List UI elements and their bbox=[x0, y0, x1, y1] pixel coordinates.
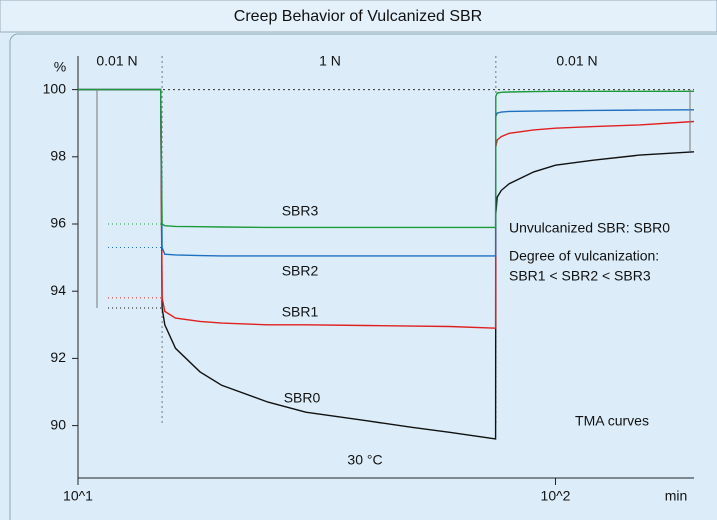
annotation: TMA curves bbox=[575, 413, 649, 429]
y-tick-label: 96 bbox=[50, 215, 66, 231]
line-series bbox=[78, 88, 694, 229]
line-series bbox=[78, 88, 695, 329]
series-label: SBR0 bbox=[284, 390, 321, 406]
line-series bbox=[78, 88, 695, 257]
annotation: Unvulcanized SBR: SBR0 bbox=[509, 220, 670, 236]
y-tick-label: 90 bbox=[50, 416, 66, 432]
annotation: 0.01 N bbox=[96, 53, 137, 69]
x-tick-label: 10^1 bbox=[63, 488, 93, 504]
y-tick-label: 100 bbox=[43, 80, 67, 96]
y-tick-label: 98 bbox=[50, 148, 66, 164]
annotation: 0.01 N bbox=[556, 53, 597, 69]
title-bar bbox=[0, 0, 717, 33]
series-label: SBR3 bbox=[282, 203, 319, 219]
x-axis-label: min bbox=[665, 488, 688, 504]
annotation: 30 °C bbox=[347, 452, 382, 468]
x-tick-label: 10^2 bbox=[541, 488, 571, 504]
annotation: SBR1 < SBR2 < SBR3 bbox=[509, 268, 651, 284]
chart-title: Creep Behavior of Vulcanized SBR bbox=[234, 8, 482, 25]
y-tick-label: 92 bbox=[50, 349, 66, 365]
plot-frame bbox=[9, 33, 717, 520]
y-tick-label: 94 bbox=[50, 282, 66, 298]
y-axis-label: % bbox=[54, 59, 66, 75]
series-label: SBR2 bbox=[282, 263, 319, 279]
annotation: Degree of vulcanization: bbox=[509, 248, 659, 264]
line-series bbox=[78, 88, 695, 440]
series-label: SBR1 bbox=[282, 304, 319, 320]
annotation: 1 N bbox=[319, 53, 341, 69]
